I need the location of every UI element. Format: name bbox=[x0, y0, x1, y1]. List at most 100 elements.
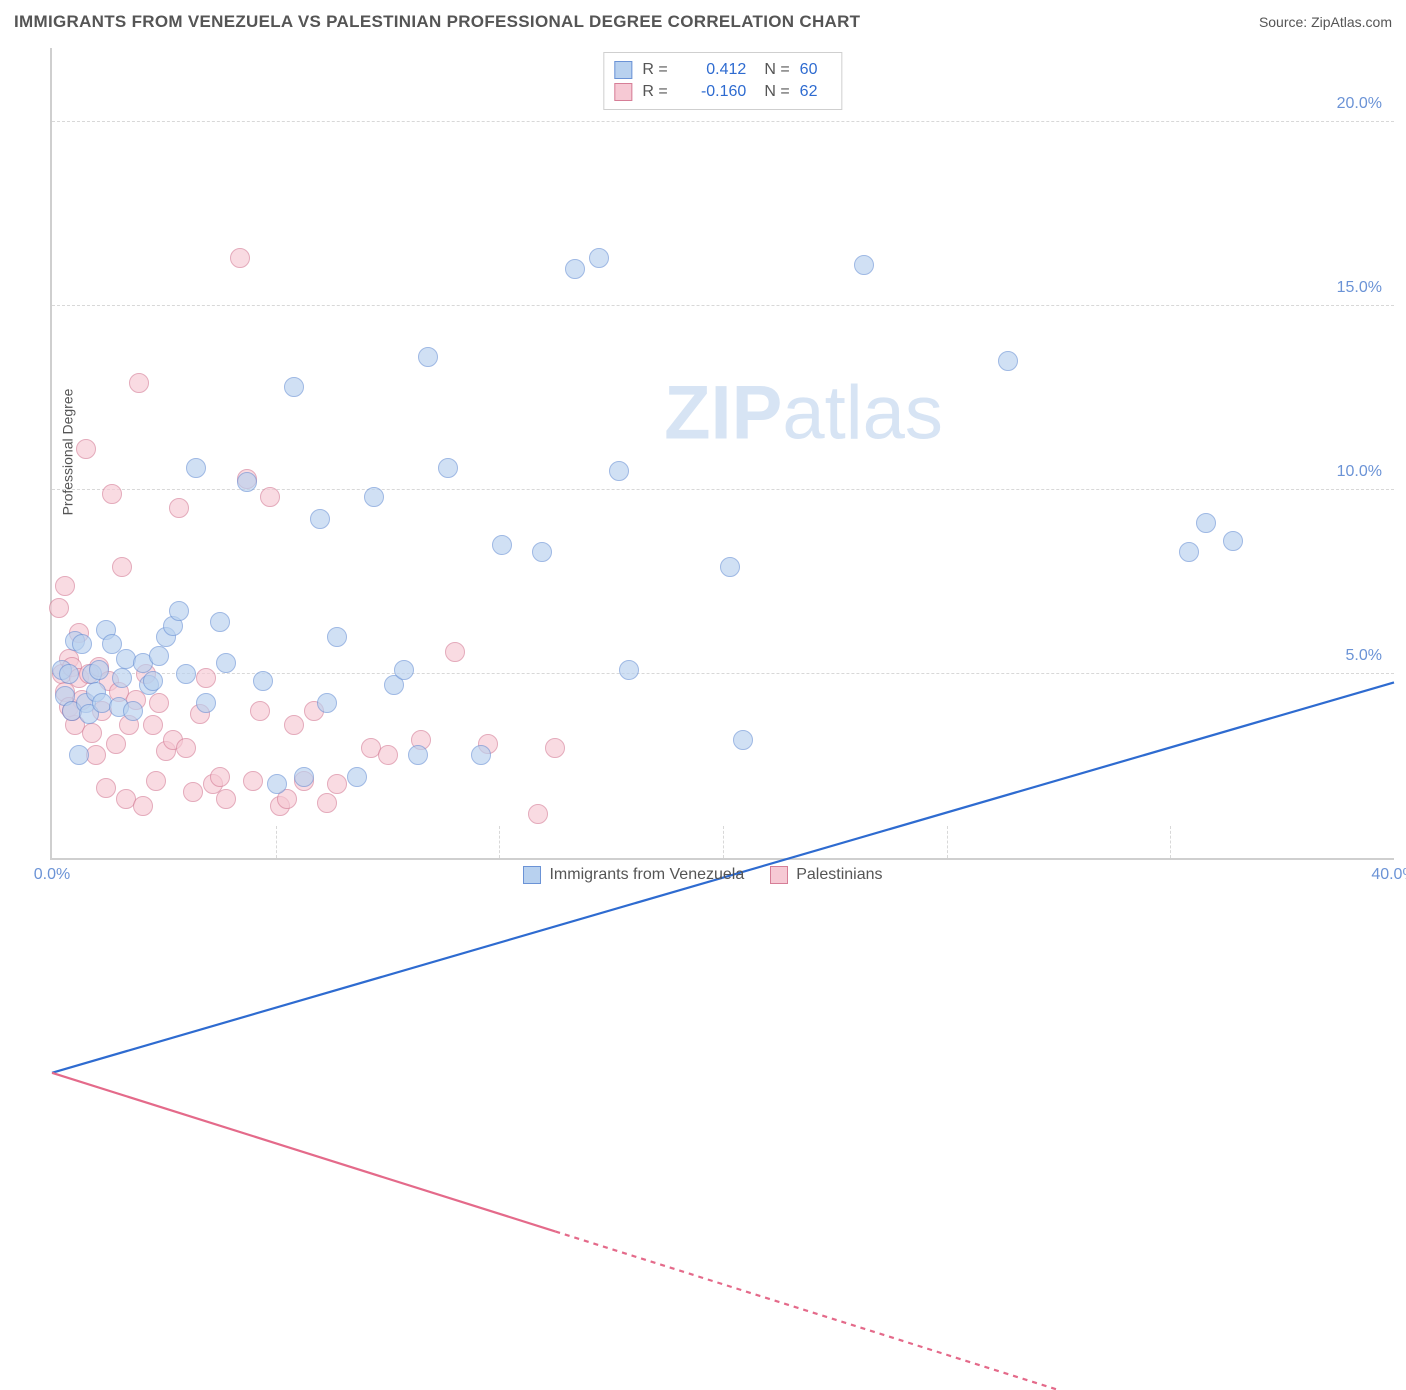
scatter-point bbox=[310, 509, 330, 529]
scatter-point bbox=[210, 612, 230, 632]
scatter-point bbox=[129, 373, 149, 393]
legend-row-palestinians: R = -0.160 N = 62 bbox=[614, 81, 827, 103]
r-value-palestinians: -0.160 bbox=[686, 81, 746, 103]
scatter-point bbox=[260, 487, 280, 507]
scatter-point bbox=[619, 660, 639, 680]
scatter-point bbox=[250, 701, 270, 721]
swatch-venezuela bbox=[523, 866, 541, 884]
scatter-point bbox=[96, 778, 116, 798]
chart-title: IMMIGRANTS FROM VENEZUELA VS PALESTINIAN… bbox=[14, 12, 860, 32]
scatter-point bbox=[243, 771, 263, 791]
gridline-h bbox=[52, 121, 1394, 122]
correlation-legend: R = 0.412 N = 60 R = -0.160 N = 62 bbox=[603, 52, 842, 110]
scatter-point bbox=[327, 627, 347, 647]
gridline-v bbox=[723, 826, 724, 858]
scatter-point bbox=[1179, 542, 1199, 562]
n-label: N = bbox=[764, 59, 789, 81]
scatter-point bbox=[123, 701, 143, 721]
ytick-label: 20.0% bbox=[1337, 95, 1382, 113]
scatter-point bbox=[528, 804, 548, 824]
scatter-point bbox=[112, 557, 132, 577]
scatter-point bbox=[347, 767, 367, 787]
scatter-point bbox=[216, 789, 236, 809]
n-value-venezuela: 60 bbox=[800, 59, 828, 81]
scatter-point bbox=[102, 484, 122, 504]
scatter-point bbox=[267, 774, 287, 794]
scatter-point bbox=[445, 642, 465, 662]
scatter-point bbox=[112, 668, 132, 688]
scatter-point bbox=[196, 668, 216, 688]
gridline-v bbox=[499, 826, 500, 858]
gridline-v bbox=[947, 826, 948, 858]
scatter-point bbox=[176, 664, 196, 684]
scatter-point bbox=[854, 255, 874, 275]
swatch-palestinians bbox=[770, 866, 788, 884]
scatter-point bbox=[317, 693, 337, 713]
scatter-point bbox=[471, 745, 491, 765]
ytick-label: 10.0% bbox=[1337, 463, 1382, 481]
swatch-venezuela bbox=[614, 61, 632, 79]
scatter-point bbox=[210, 767, 230, 787]
scatter-point bbox=[59, 664, 79, 684]
gridline-v bbox=[1170, 826, 1171, 858]
scatter-point bbox=[106, 734, 126, 754]
scatter-point bbox=[169, 498, 189, 518]
scatter-point bbox=[284, 715, 304, 735]
legend-label-venezuela: Immigrants from Venezuela bbox=[549, 866, 744, 884]
scatter-point bbox=[418, 347, 438, 367]
scatter-point bbox=[237, 472, 257, 492]
scatter-point bbox=[216, 653, 236, 673]
scatter-point bbox=[49, 598, 69, 618]
ytick-label: 15.0% bbox=[1337, 279, 1382, 297]
scatter-point bbox=[720, 557, 740, 577]
scatter-point bbox=[998, 351, 1018, 371]
scatter-point bbox=[364, 487, 384, 507]
swatch-palestinians bbox=[614, 83, 632, 101]
scatter-point bbox=[394, 660, 414, 680]
scatter-point bbox=[378, 745, 398, 765]
n-label: N = bbox=[764, 81, 789, 103]
r-label: R = bbox=[642, 81, 676, 103]
scatter-point bbox=[196, 693, 216, 713]
chart-container: Professional Degree ZIPatlas R = 0.412 N… bbox=[0, 44, 1406, 860]
scatter-point bbox=[253, 671, 273, 691]
series-legend: Immigrants from Venezuela Palestinians bbox=[0, 862, 1406, 888]
gridline-v bbox=[276, 826, 277, 858]
scatter-point bbox=[294, 767, 314, 787]
scatter-point bbox=[143, 671, 163, 691]
legend-row-venezuela: R = 0.412 N = 60 bbox=[614, 59, 827, 81]
scatter-point bbox=[146, 771, 166, 791]
source-attribution: Source: ZipAtlas.com bbox=[1259, 14, 1392, 30]
scatter-point bbox=[492, 535, 512, 555]
scatter-point bbox=[133, 796, 153, 816]
scatter-point bbox=[69, 745, 89, 765]
scatter-point bbox=[589, 248, 609, 268]
scatter-point bbox=[149, 693, 169, 713]
scatter-point bbox=[169, 601, 189, 621]
scatter-point bbox=[183, 782, 203, 802]
scatter-point bbox=[545, 738, 565, 758]
scatter-point bbox=[565, 259, 585, 279]
scatter-point bbox=[55, 576, 75, 596]
scatter-point bbox=[284, 377, 304, 397]
scatter-point bbox=[230, 248, 250, 268]
r-value-venezuela: 0.412 bbox=[686, 59, 746, 81]
scatter-point bbox=[176, 738, 196, 758]
plot-area: ZIPatlas R = 0.412 N = 60 R = -0.160 N =… bbox=[50, 48, 1394, 860]
gridline-h bbox=[52, 673, 1394, 674]
scatter-point bbox=[317, 793, 337, 813]
scatter-point bbox=[72, 634, 92, 654]
legend-label-palestinians: Palestinians bbox=[796, 866, 882, 884]
scatter-point bbox=[1223, 531, 1243, 551]
n-value-palestinians: 62 bbox=[800, 81, 828, 103]
scatter-point bbox=[327, 774, 347, 794]
legend-item-venezuela: Immigrants from Venezuela bbox=[523, 866, 744, 884]
gridline-h bbox=[52, 305, 1394, 306]
legend-item-palestinians: Palestinians bbox=[770, 866, 882, 884]
scatter-point bbox=[149, 646, 169, 666]
scatter-point bbox=[186, 458, 206, 478]
scatter-point bbox=[143, 715, 163, 735]
scatter-point bbox=[532, 542, 552, 562]
scatter-point bbox=[76, 439, 96, 459]
r-label: R = bbox=[642, 59, 676, 81]
